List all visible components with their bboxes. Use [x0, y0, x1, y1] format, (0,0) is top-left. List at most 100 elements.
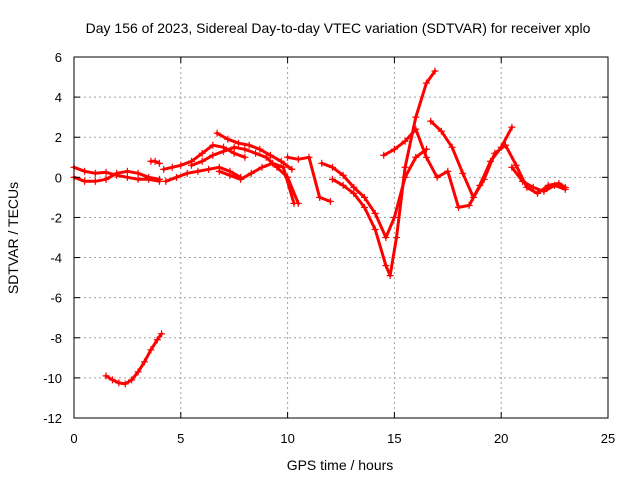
y-tick-label: 0: [55, 170, 62, 185]
axis-ticks: [73, 56, 609, 419]
data-point: [241, 153, 249, 161]
data-point: [512, 161, 520, 169]
data-point: [155, 175, 163, 183]
data-point: [491, 149, 499, 157]
data-point: [262, 153, 270, 161]
data-point: [328, 163, 336, 171]
data-point: [501, 141, 509, 149]
series-trace: [510, 165, 567, 193]
series-sat-i: [215, 159, 298, 207]
data-point: [519, 177, 527, 185]
data-point: [198, 149, 206, 157]
data-point: [134, 368, 142, 376]
data-point: [371, 225, 379, 233]
y-axis-label: SDTVAR / TECUs: [5, 182, 21, 294]
data-point: [288, 165, 296, 173]
data-point: [213, 129, 221, 137]
data-point: [115, 379, 123, 387]
y-tick-label: -8: [50, 331, 62, 346]
data-point: [437, 127, 445, 135]
data-point: [390, 145, 398, 153]
data-point: [91, 169, 99, 177]
data-point: [258, 163, 266, 171]
data-point: [551, 181, 559, 189]
y-tick-label: -6: [50, 291, 62, 306]
x-tick-label: 5: [177, 431, 184, 446]
x-tick-label: 25: [601, 431, 615, 446]
series-sat-e: [160, 141, 249, 173]
data-point: [371, 209, 379, 217]
series-trace: [331, 69, 437, 278]
series-trace: [215, 131, 294, 171]
data-point: [269, 159, 277, 167]
data-point: [215, 167, 223, 175]
data-point: [108, 376, 116, 384]
data-point: [209, 141, 217, 149]
data-point: [121, 380, 129, 388]
data-point: [162, 177, 170, 185]
data-point: [256, 145, 264, 153]
data-point: [305, 153, 313, 161]
data-point: [540, 187, 548, 195]
data-point: [113, 169, 121, 177]
data-point: [230, 149, 238, 157]
x-axis-label: GPS time / hours: [287, 457, 394, 473]
data-point: [350, 189, 358, 197]
data-point: [220, 147, 228, 155]
data-point: [194, 167, 202, 175]
data-point: [431, 67, 439, 75]
data-point: [155, 159, 163, 167]
data-point: [480, 175, 488, 183]
data-point: [508, 123, 516, 131]
data-point: [81, 167, 89, 175]
chart-title: Day 156 of 2023, Sidereal Day-to-day VTE…: [86, 20, 591, 36]
data-point: [422, 79, 430, 87]
data-point: [91, 177, 99, 185]
data-point: [226, 171, 234, 179]
data-point: [529, 183, 537, 191]
data-point: [390, 213, 398, 221]
data-point: [422, 153, 430, 161]
data-point: [339, 181, 347, 189]
data-point: [245, 141, 253, 149]
data-point: [123, 167, 131, 175]
data-point: [412, 113, 420, 121]
series-trace: [429, 119, 567, 199]
data-point: [247, 169, 255, 177]
data-point: [173, 173, 181, 181]
data-point: [534, 189, 542, 197]
y-tick-label: -12: [43, 411, 62, 426]
data-point: [284, 153, 292, 161]
series-trace: [164, 165, 243, 183]
data-point: [205, 165, 213, 173]
data-point: [465, 201, 473, 209]
y-tick-labels: -12 -10 -8 -6 -4 -2 0 2 4 6: [43, 50, 62, 426]
data-point: [160, 165, 168, 173]
data-point: [401, 163, 409, 171]
series-sat-o: [508, 163, 569, 195]
data-point: [134, 169, 142, 177]
data-point: [187, 161, 195, 169]
data-point: [433, 173, 441, 181]
y-tick-label: -10: [43, 371, 62, 386]
series-trace: [217, 161, 296, 205]
plot-frame: [73, 56, 609, 419]
data-point: [339, 171, 347, 179]
data-point: [318, 159, 326, 167]
data-point: [454, 203, 462, 211]
data-point: [290, 199, 298, 207]
data-point: [401, 137, 409, 145]
grid-lines: [74, 57, 608, 418]
data-point: [382, 262, 390, 270]
data-point: [277, 157, 285, 165]
data-point: [382, 234, 390, 241]
data-point: [177, 161, 185, 169]
data-point: [469, 193, 477, 201]
data-point: [147, 346, 155, 354]
data-point: [140, 358, 148, 366]
data-point: [459, 169, 467, 177]
data-point: [153, 336, 161, 344]
y-tick-label: -2: [50, 210, 62, 225]
data-point: [252, 149, 260, 157]
